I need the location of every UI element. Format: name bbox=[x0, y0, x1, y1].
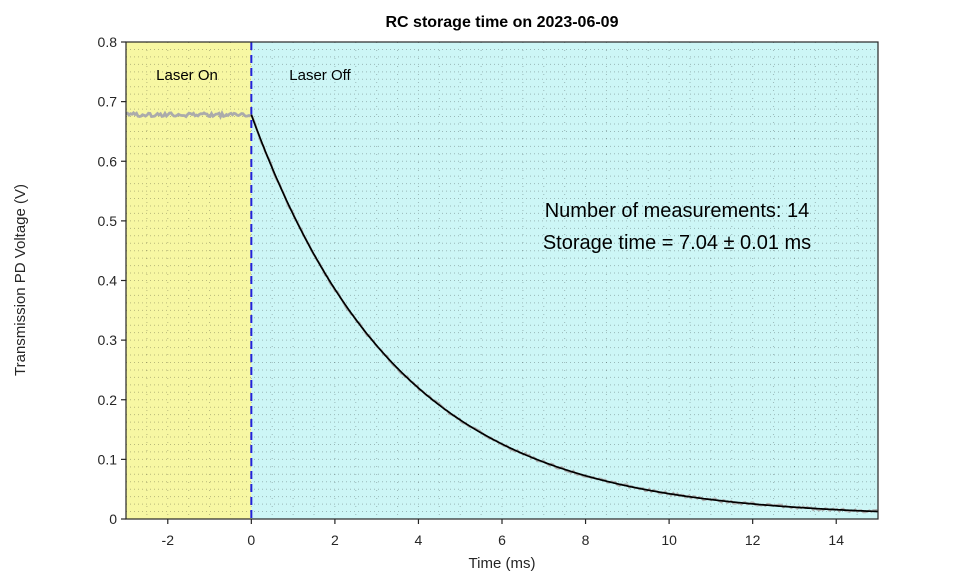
y-tick-label: 0.3 bbox=[98, 332, 118, 348]
region-label-laser-off: Laser Off bbox=[289, 67, 351, 84]
y-tick-label: 0.5 bbox=[98, 213, 118, 229]
y-tick-label: 0.8 bbox=[98, 34, 118, 50]
data-series bbox=[125, 109, 878, 514]
y-axis-label: Transmission PD Voltage (V) bbox=[12, 184, 29, 376]
annotation-storage-time: Storage time = 7.04 ± 0.01 ms bbox=[543, 232, 811, 254]
x-axis-label: Time (ms) bbox=[469, 555, 536, 572]
x-tick-label: 4 bbox=[415, 532, 423, 548]
x-tick-label: 0 bbox=[247, 532, 255, 548]
dotted-grid bbox=[125, 41, 879, 520]
axes-frame-and-ticks bbox=[121, 41, 879, 524]
y-tick-label: 0.6 bbox=[98, 153, 118, 169]
y-tick-label: 0.4 bbox=[98, 273, 118, 289]
x-tick-label: 2 bbox=[331, 532, 339, 548]
annotation-measurement-count: Number of measurements: 14 bbox=[545, 200, 810, 222]
x-tick-label: 14 bbox=[828, 532, 844, 548]
region-label-laser-on: Laser On bbox=[156, 67, 218, 84]
x-tick-label: 8 bbox=[582, 532, 590, 548]
tick-labels: -2 0 2 4 6 8 10 12 14 0 0.1 0.2 0.3 0.4 0.5 0.6 0.7 0.8 bbox=[98, 34, 845, 548]
y-tick-label: 0 bbox=[109, 511, 117, 527]
x-tick-label: 6 bbox=[498, 532, 506, 548]
y-tick-label: 0.1 bbox=[98, 451, 118, 467]
y-tick-label: 0.7 bbox=[98, 94, 118, 110]
x-tick-label: -2 bbox=[162, 532, 175, 548]
chart-title: RC storage time on 2023-06-09 bbox=[386, 14, 619, 31]
background-regions bbox=[126, 42, 879, 519]
y-tick-label: 0.2 bbox=[98, 392, 118, 408]
x-tick-label: 12 bbox=[745, 532, 761, 548]
x-tick-label: 10 bbox=[661, 532, 677, 548]
